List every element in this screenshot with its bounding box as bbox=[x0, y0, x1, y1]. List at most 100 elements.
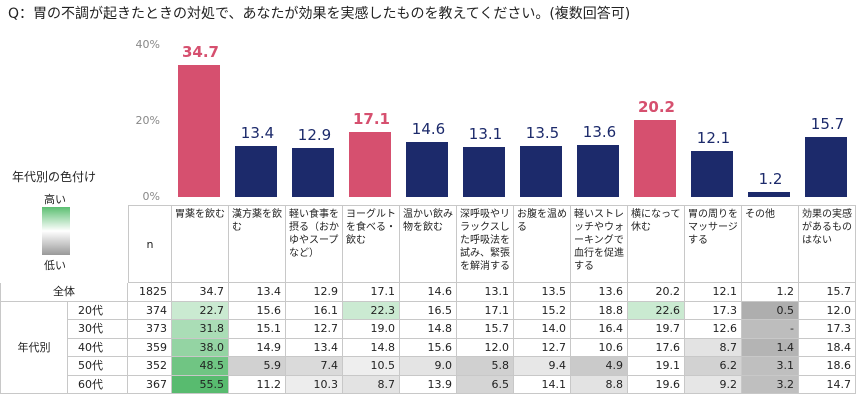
value-label: 15.7 bbox=[810, 115, 845, 134]
value-cell: 1.4 bbox=[742, 338, 799, 357]
value-label: 13.6 bbox=[582, 123, 617, 142]
header-cell: n bbox=[128, 205, 172, 283]
value-cell: 6.5 bbox=[457, 375, 514, 394]
row-label: 40代 bbox=[68, 338, 128, 357]
row-label: 全体 bbox=[0, 283, 128, 302]
value-cell: 15.7 bbox=[799, 283, 856, 302]
bar bbox=[748, 192, 790, 197]
value-cell: 19.7 bbox=[628, 320, 685, 339]
column-header: 温かい飲み物を飲む bbox=[400, 205, 457, 283]
bar bbox=[292, 147, 334, 197]
value-label: 13.5 bbox=[525, 123, 560, 142]
value-cell: 12.6 bbox=[685, 320, 742, 339]
n-cell: 373 bbox=[128, 320, 172, 339]
column-header: 軽い食事を摂る（おかゆやスープなど） bbox=[286, 205, 343, 283]
value-cell: 14.8 bbox=[343, 338, 400, 357]
bar bbox=[178, 65, 220, 197]
value-cell: 10.5 bbox=[343, 357, 400, 376]
y-tick-label: 20% bbox=[135, 114, 160, 127]
value-cell: 20.2 bbox=[628, 283, 685, 302]
value-cell: 14.7 bbox=[799, 375, 856, 394]
value-cell: 22.6 bbox=[628, 301, 685, 320]
value-cell: 8.7 bbox=[343, 375, 400, 394]
value-cell: 34.7 bbox=[172, 283, 229, 302]
value-cell: 16.1 bbox=[286, 301, 343, 320]
value-cell: 5.8 bbox=[457, 357, 514, 376]
column-header: 軽いストレッチやウォーキングで血行を促進する bbox=[571, 205, 628, 283]
value-cell: 15.7 bbox=[457, 320, 514, 339]
value-cell: 15.6 bbox=[400, 338, 457, 357]
n-cell: 374 bbox=[128, 301, 172, 320]
value-label: 12.9 bbox=[297, 125, 332, 144]
value-cell: 3.2 bbox=[742, 375, 799, 394]
value-cell: 17.1 bbox=[457, 301, 514, 320]
bar bbox=[406, 141, 448, 197]
value-cell: 38.0 bbox=[172, 338, 229, 357]
value-cell: 0.5 bbox=[742, 301, 799, 320]
row-label: 50代 bbox=[68, 357, 128, 376]
title: Q：胃の不調が起きたときの対処で、あなたが効果を実感したものを教えてください。(… bbox=[8, 6, 631, 22]
value-cell: 5.9 bbox=[229, 357, 286, 376]
value-label: 13.1 bbox=[468, 125, 503, 144]
value-label: 17.1 bbox=[352, 110, 390, 129]
n-cell: 367 bbox=[128, 375, 172, 394]
value-cell: 14.6 bbox=[400, 283, 457, 302]
value-label: 1.2 bbox=[758, 170, 783, 189]
value-cell: 6.2 bbox=[685, 357, 742, 376]
value-cell: 9.0 bbox=[400, 357, 457, 376]
value-cell: 10.6 bbox=[571, 338, 628, 357]
value-cell: 12.7 bbox=[286, 320, 343, 339]
column-header: その他 bbox=[742, 205, 799, 283]
value-cell: 1.2 bbox=[742, 283, 799, 302]
value-cell: 16.5 bbox=[400, 301, 457, 320]
value-cell: 48.5 bbox=[172, 357, 229, 376]
value-cell: 13.5 bbox=[514, 283, 571, 302]
column-header: 効果の実感があるものはない bbox=[799, 205, 856, 283]
legend-gradient bbox=[42, 207, 70, 255]
value-cell: 17.1 bbox=[343, 283, 400, 302]
value-label: 20.2 bbox=[637, 98, 675, 117]
value-cell: 9.4 bbox=[514, 357, 571, 376]
bar bbox=[577, 145, 619, 197]
value-cell: 17.3 bbox=[799, 320, 856, 339]
row-label: 60代 bbox=[68, 375, 128, 394]
value-cell: 7.4 bbox=[286, 357, 343, 376]
column-header: 胃の周りをマッサージする bbox=[685, 205, 742, 283]
value-cell: 11.2 bbox=[229, 375, 286, 394]
value-label: 13.4 bbox=[240, 124, 275, 143]
value-cell: 18.6 bbox=[799, 357, 856, 376]
bar bbox=[634, 120, 676, 197]
bar bbox=[520, 145, 562, 197]
y-tick-label: 0% bbox=[142, 190, 160, 203]
y-tick-label: 40% bbox=[135, 38, 160, 51]
row-label: 30代 bbox=[68, 320, 128, 339]
value-cell: - bbox=[742, 320, 799, 339]
value-cell: 31.8 bbox=[172, 320, 229, 339]
value-cell: 12.0 bbox=[457, 338, 514, 357]
bar bbox=[805, 137, 847, 197]
value-cell: 22.7 bbox=[172, 301, 229, 320]
legend-low: 低い bbox=[44, 259, 66, 272]
value-cell: 4.9 bbox=[571, 357, 628, 376]
column-header: 深呼吸やリラックスした呼吸法を試み、緊張を解消する bbox=[457, 205, 514, 283]
value-cell: 12.7 bbox=[514, 338, 571, 357]
bar bbox=[349, 132, 391, 197]
value-cell: 55.5 bbox=[172, 375, 229, 394]
value-cell: 10.3 bbox=[286, 375, 343, 394]
n-cell: 359 bbox=[128, 338, 172, 357]
value-cell: 19.1 bbox=[628, 357, 685, 376]
bar bbox=[691, 151, 733, 197]
value-cell: 16.4 bbox=[571, 320, 628, 339]
value-cell: 13.4 bbox=[229, 283, 286, 302]
value-cell: 13.4 bbox=[286, 338, 343, 357]
n-cell: 352 bbox=[128, 357, 172, 376]
bar bbox=[463, 147, 505, 197]
value-cell: 19.6 bbox=[628, 375, 685, 394]
value-cell: 3.1 bbox=[742, 357, 799, 376]
value-cell: 13.9 bbox=[400, 375, 457, 394]
column-header: 胃薬を飲む bbox=[172, 205, 229, 283]
value-cell: 8.8 bbox=[571, 375, 628, 394]
value-cell: 12.1 bbox=[685, 283, 742, 302]
value-cell: 14.0 bbox=[514, 320, 571, 339]
